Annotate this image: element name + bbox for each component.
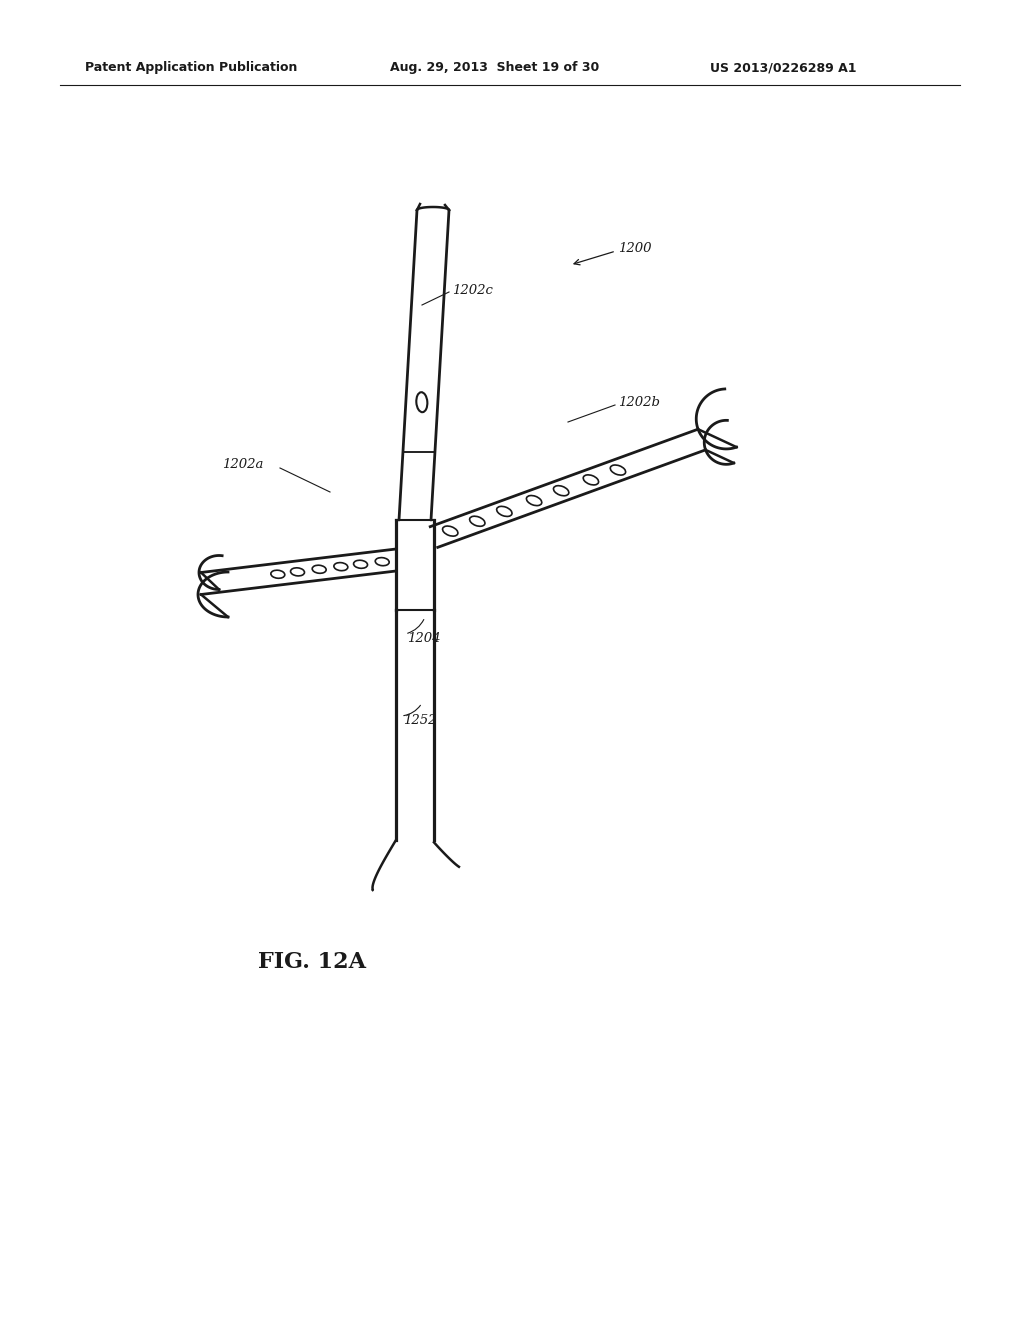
Text: Patent Application Publication: Patent Application Publication	[85, 62, 297, 74]
Text: 1200: 1200	[618, 242, 651, 255]
Text: FIG. 12A: FIG. 12A	[258, 950, 366, 973]
Text: 1202b: 1202b	[618, 396, 660, 408]
Text: 1204: 1204	[407, 631, 440, 644]
Text: Aug. 29, 2013  Sheet 19 of 30: Aug. 29, 2013 Sheet 19 of 30	[390, 62, 599, 74]
Text: 1202c: 1202c	[452, 284, 493, 297]
Text: 1202a: 1202a	[222, 458, 263, 470]
Text: US 2013/0226289 A1: US 2013/0226289 A1	[710, 62, 856, 74]
Text: 1252: 1252	[403, 714, 436, 726]
